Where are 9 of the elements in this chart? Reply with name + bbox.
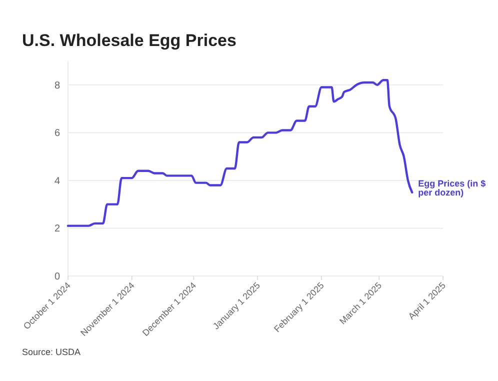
- series-label: Egg Prices (in $ per dozen): [418, 178, 486, 198]
- y-tick-label: 0: [54, 272, 60, 282]
- source-note: Source: USDA: [22, 347, 81, 357]
- y-tick-label: 6: [54, 128, 60, 140]
- line-series: [66, 79, 414, 227]
- y-tick-label: 2: [54, 224, 60, 235]
- y-tick-label: 4: [54, 176, 60, 187]
- chart-title: U.S. Wholesale Egg Prices: [22, 31, 236, 50]
- y-tick-label: 8: [54, 80, 60, 92]
